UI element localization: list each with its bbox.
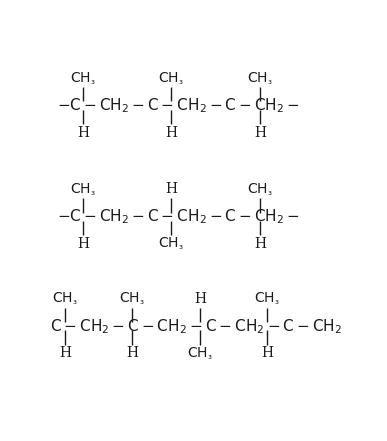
Text: H: H <box>165 183 177 196</box>
Text: $\mathrm{CH_₃}$: $\mathrm{CH_₃}$ <box>158 70 184 86</box>
Text: $\mathrm{CH_₃}$: $\mathrm{CH_₃}$ <box>247 70 273 86</box>
Text: $\mathrm{CH_₃}$: $\mathrm{CH_₃}$ <box>158 235 184 252</box>
Text: H: H <box>254 126 266 140</box>
Text: $\mathrm{C - CH_2 - C - CH_2 - C - CH_2 - C - CH_2}$: $\mathrm{C - CH_2 - C - CH_2 - C - CH_2 … <box>50 317 342 336</box>
Text: $\mathrm{- C - CH_2 - C - CH_2 - C - CH_2 -}$: $\mathrm{- C - CH_2 - C - CH_2 - C - CH_… <box>57 96 300 115</box>
Text: H: H <box>59 347 71 360</box>
Text: $\mathrm{CH_₃}$: $\mathrm{CH_₃}$ <box>247 181 273 198</box>
Text: $\mathrm{CH_₃}$: $\mathrm{CH_₃}$ <box>187 345 213 362</box>
Text: H: H <box>194 292 206 306</box>
Text: $\mathrm{CH_₃}$: $\mathrm{CH_₃}$ <box>120 291 145 307</box>
Text: H: H <box>165 126 177 140</box>
Text: H: H <box>77 126 89 140</box>
Text: $\mathrm{CH_₃}$: $\mathrm{CH_₃}$ <box>70 181 96 198</box>
Text: $\mathrm{CH_₃}$: $\mathrm{CH_₃}$ <box>70 70 96 86</box>
Text: H: H <box>254 237 266 251</box>
Text: H: H <box>126 347 139 360</box>
Text: H: H <box>77 237 89 251</box>
Text: $\mathrm{- C - CH_2 - C - CH_2 - C - CH_2 -}$: $\mathrm{- C - CH_2 - C - CH_2 - C - CH_… <box>57 207 300 226</box>
Text: $\mathrm{CH_₃}$: $\mathrm{CH_₃}$ <box>52 291 78 307</box>
Text: $\mathrm{CH_₃}$: $\mathrm{CH_₃}$ <box>254 291 280 307</box>
Text: H: H <box>261 347 273 360</box>
